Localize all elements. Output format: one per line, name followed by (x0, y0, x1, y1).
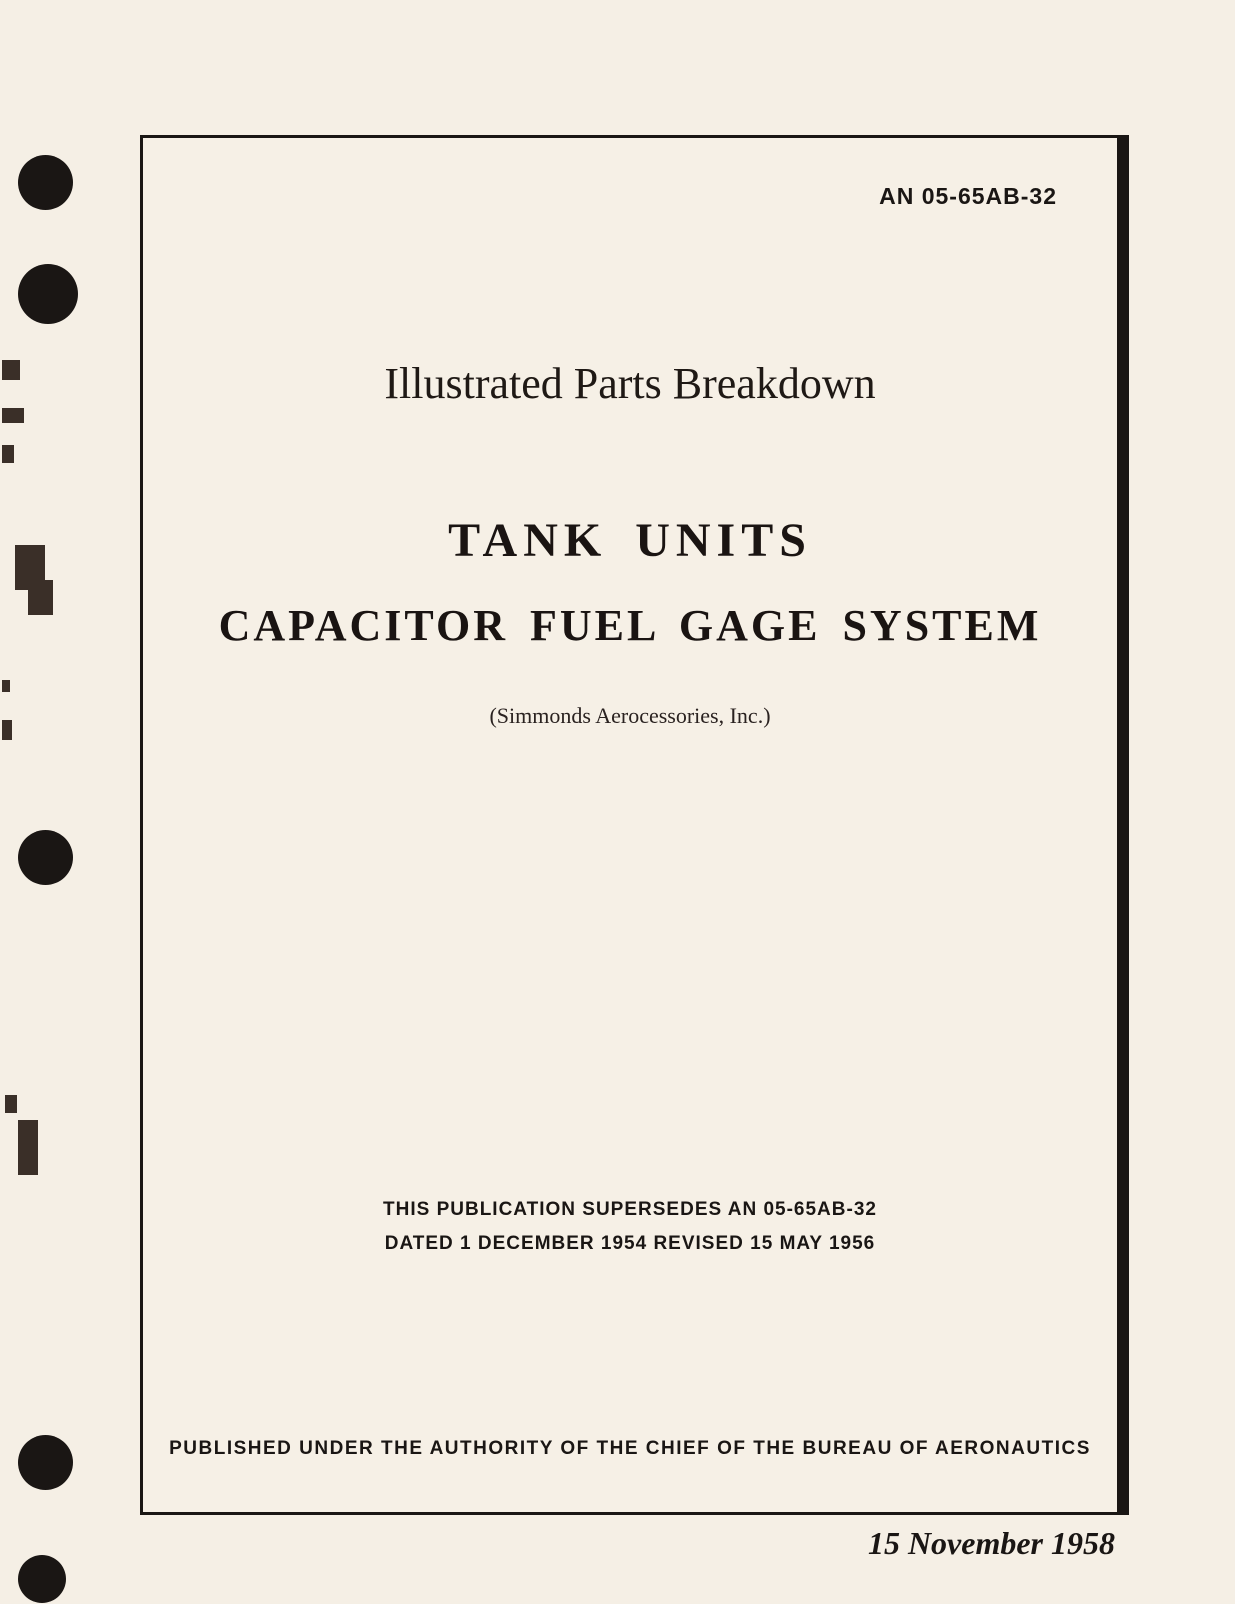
edge-artifact (2, 680, 10, 692)
document-number: AN 05-65AB-32 (879, 183, 1057, 210)
publication-date: 15 November 1958 (868, 1525, 1115, 1562)
hole-punch-mark (18, 830, 73, 885)
hole-punch-mark (18, 155, 73, 210)
content-frame: AN 05-65AB-32 Illustrated Parts Breakdow… (140, 135, 1120, 1515)
title-line-1: TANK UNITS (143, 513, 1117, 568)
hole-punch-mark (18, 264, 78, 324)
edge-artifact (2, 445, 14, 463)
edge-artifact (28, 580, 53, 615)
document-page: AN 05-65AB-32 Illustrated Parts Breakdow… (0, 0, 1235, 1604)
edge-artifact (5, 1095, 17, 1113)
hole-punch-mark (18, 1555, 66, 1603)
supersedes-line-2: DATED 1 DECEMBER 1954 REVISED 15 MAY 195… (143, 1227, 1117, 1261)
hole-punch-mark (18, 1435, 73, 1490)
edge-artifact (18, 1120, 38, 1175)
edge-artifact (2, 720, 12, 740)
supersedes-line-1: THIS PUBLICATION SUPERSEDES AN 05-65AB-3… (143, 1193, 1117, 1227)
edge-artifact (2, 408, 24, 423)
document-subtitle: Illustrated Parts Breakdown (143, 358, 1117, 409)
manufacturer-name: (Simmonds Aerocessories, Inc.) (143, 703, 1117, 729)
title-line-2: CAPACITOR FUEL GAGE SYSTEM (143, 600, 1117, 651)
publishing-authority: PUBLISHED UNDER THE AUTHORITY OF THE CHI… (143, 1438, 1117, 1460)
edge-artifact (2, 360, 20, 380)
supersedes-notice: THIS PUBLICATION SUPERSEDES AN 05-65AB-3… (143, 1193, 1117, 1261)
title-block: TANK UNITS CAPACITOR FUEL GAGE SYSTEM (143, 513, 1117, 651)
